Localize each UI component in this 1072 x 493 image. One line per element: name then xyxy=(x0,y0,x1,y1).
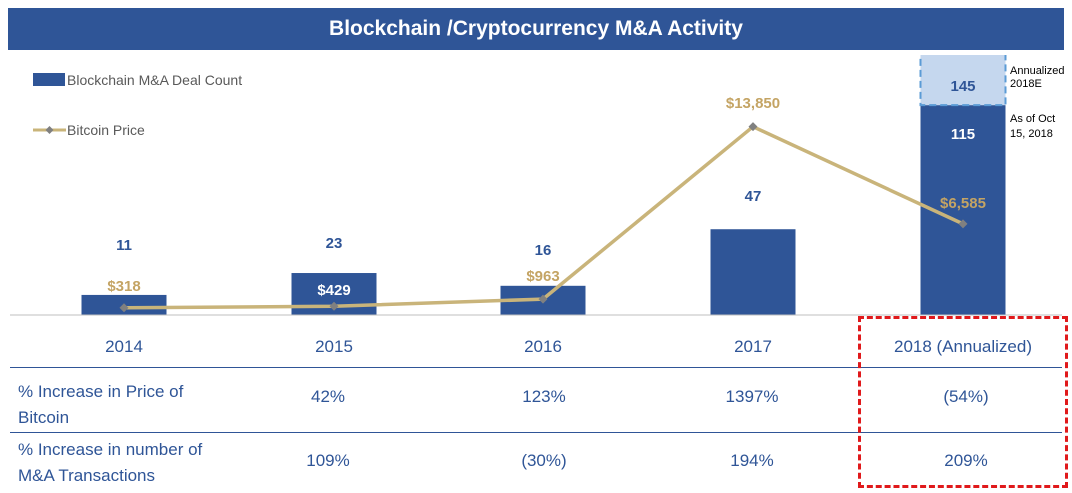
price-increase-2017: 1397% xyxy=(725,387,779,406)
bitcoin-price-marker-2018 xyxy=(958,219,968,229)
ma-increase-2018: 209% xyxy=(944,451,988,470)
price-label-2018: $6,585 xyxy=(940,195,986,212)
ma-increase-2017: 194% xyxy=(730,451,774,470)
x-tick-label-2017: 2017 xyxy=(734,337,772,356)
bar-label-2017: 47 xyxy=(745,188,762,205)
highlight-2018-box xyxy=(858,316,1068,488)
table-middle-rule xyxy=(10,432,1062,433)
x-tick-label-2014: 2014 xyxy=(105,337,143,356)
price-label-2016: $963 xyxy=(526,268,559,285)
x-tick-label-2015: 2015 xyxy=(315,337,353,356)
annotation-as-of-line2: 15, 2018 xyxy=(1010,128,1053,140)
price-increase-2018: (54%) xyxy=(943,387,989,406)
chart-area: Blockchain M&A Deal Count Bitcoin Price 11… xyxy=(10,55,1064,356)
price-label-2017: $13,850 xyxy=(726,95,780,112)
bar-label-2016: 16 xyxy=(535,242,552,259)
bar-deal-count-2017 xyxy=(710,229,796,315)
bar-label-2015: 23 xyxy=(326,235,343,252)
table-top-rule xyxy=(10,367,1062,368)
bitcoin-price-marker-2015 xyxy=(329,301,339,311)
bar-label-2018-annualized: 145 xyxy=(950,78,975,95)
x-tick-label-2016: 2016 xyxy=(524,337,562,356)
bar-deal-count-2018-annualized-extension xyxy=(919,55,1007,107)
row-label-price-increase: % Increase in Price of Bitcoin xyxy=(18,382,184,427)
legend-swatch-bitcoin-marker xyxy=(45,126,54,134)
price-increase-2016: 123% xyxy=(522,387,566,406)
bar-label-2018: 115 xyxy=(951,126,975,143)
bitcoin-price-marker-2016 xyxy=(538,294,548,304)
price-label-2014: $318 xyxy=(107,278,140,295)
legend-swatch-deal-count xyxy=(33,73,65,86)
ma-increase-2015: 109% xyxy=(306,451,350,470)
bitcoin-price-marker-2014 xyxy=(119,303,129,313)
annotation-annualized-line1: Annualized xyxy=(1010,65,1064,77)
annotation-annualized-line2: 2018E xyxy=(1010,78,1042,90)
annotation-as-of-line1: As of Oct xyxy=(1010,113,1055,125)
price-label-2015: $429 xyxy=(317,282,350,299)
row-label-ma-increase: % Increase in number of M&A Transactions xyxy=(18,440,203,485)
ma-increase-2016: (30%) xyxy=(521,451,567,470)
price-increase-2015: 42% xyxy=(310,387,346,406)
x-tick-label-2018: 2018 (Annualized) xyxy=(894,337,1032,356)
chart-title: Blockchain /Cryptocurrency M&A Activity xyxy=(8,8,1064,50)
legend-label-deal-count: Blockchain M&A Deal Count xyxy=(67,72,242,88)
bitcoin-price-marker-2017 xyxy=(748,122,758,132)
legend-label-bitcoin-price: Bitcoin Price xyxy=(67,122,145,138)
bar-label-2014: 11 xyxy=(116,237,132,254)
